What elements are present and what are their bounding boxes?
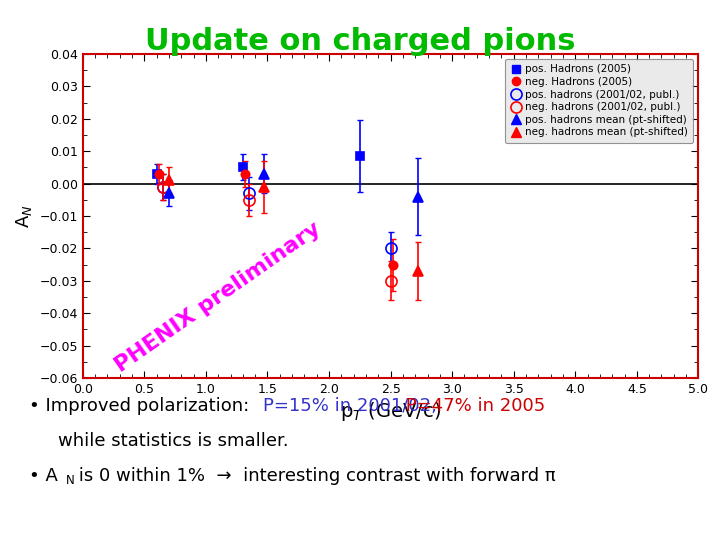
Text: is 0 within 1%  →  interesting contrast with forward π: is 0 within 1% → interesting contrast wi… <box>73 467 555 485</box>
Legend: pos. Hadrons (2005), neg. Hadrons (2005), pos. hadrons (2001/02, publ.), neg. ha: pos. Hadrons (2005), neg. Hadrons (2005)… <box>505 59 693 143</box>
Text: • Improved polarization:: • Improved polarization: <box>29 397 261 415</box>
Y-axis label: A$_N$: A$_N$ <box>14 204 34 228</box>
Text: PHENIX preliminary: PHENIX preliminary <box>112 218 325 376</box>
Text: P=15% in 2001/02,: P=15% in 2001/02, <box>263 397 436 415</box>
Text: • A: • A <box>29 467 58 485</box>
Text: N: N <box>66 474 74 487</box>
Text: while statistics is smaller.: while statistics is smaller. <box>58 432 288 450</box>
Text: Update on charged pions: Update on charged pions <box>145 27 575 56</box>
X-axis label: p$_T$ (GeV/c): p$_T$ (GeV/c) <box>340 400 441 423</box>
Text: P=47% in 2005: P=47% in 2005 <box>400 397 545 415</box>
